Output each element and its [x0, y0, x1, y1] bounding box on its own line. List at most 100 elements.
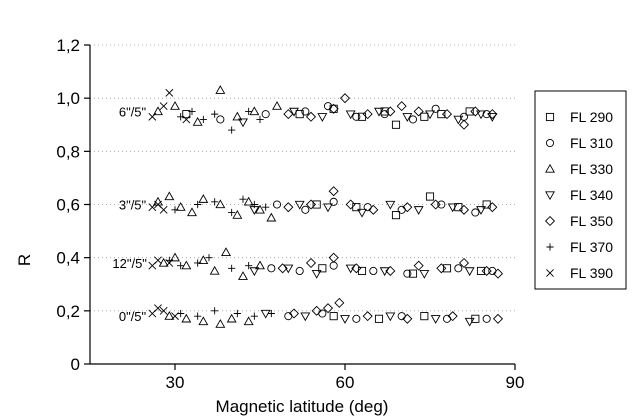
- data-point: [266, 212, 277, 222]
- band-label: 0"/5": [119, 309, 147, 324]
- data-point: [249, 267, 260, 277]
- data-point: [413, 206, 424, 215]
- data-point: [159, 102, 168, 111]
- data-point: [369, 266, 378, 276]
- data-point: [482, 314, 491, 323]
- y-tick-label: 0,4: [56, 249, 80, 268]
- data-point: [487, 202, 498, 213]
- legend-marker-circle: [545, 138, 555, 148]
- data-point: [211, 198, 219, 206]
- legend-marker-triangle-up: [545, 163, 555, 173]
- x-tick-label: 60: [336, 373, 355, 392]
- y-axis-label: R: [15, 254, 34, 266]
- data-point: [232, 210, 243, 219]
- data-point: [334, 297, 345, 308]
- data-point: [492, 268, 504, 279]
- data-point: [245, 262, 253, 270]
- data-point: [272, 101, 282, 110]
- data-point: [215, 319, 226, 328]
- data-point: [351, 263, 362, 274]
- data-point: [368, 204, 379, 215]
- data-point: [374, 314, 384, 323]
- data-point: [295, 110, 304, 119]
- x-axis-label: Magnetic latitude (deg): [216, 397, 389, 416]
- data-point: [357, 266, 367, 276]
- data-point: [397, 312, 406, 321]
- data-point: [408, 269, 418, 278]
- legend-marker-diamond: [544, 215, 556, 227]
- data-point: [154, 304, 162, 313]
- data-point: [391, 211, 401, 220]
- data-point: [447, 311, 458, 322]
- band-label: 6"/5": [119, 104, 147, 119]
- data-point: [442, 314, 452, 323]
- data-point: [465, 107, 474, 116]
- data-point: [164, 311, 175, 320]
- data-point: [245, 107, 253, 116]
- data-point: [261, 110, 270, 119]
- data-point: [413, 260, 424, 271]
- data-point: [431, 104, 440, 113]
- data-point: [317, 113, 328, 122]
- data-point: [228, 126, 236, 134]
- data-point: [441, 109, 453, 120]
- data-point: [340, 315, 350, 324]
- data-point: [243, 196, 254, 206]
- data-point: [232, 111, 243, 121]
- data-point: [454, 264, 463, 273]
- data-point: [221, 247, 231, 257]
- data-point: [345, 199, 356, 210]
- data-point: [233, 309, 241, 318]
- data-point: [352, 112, 361, 121]
- data-point: [188, 107, 196, 116]
- data-point: [328, 186, 339, 197]
- data-point: [458, 119, 470, 130]
- data-point: [175, 202, 186, 211]
- data-point: [159, 306, 168, 315]
- data-point: [430, 199, 441, 210]
- data-point: [311, 305, 322, 316]
- data-point: [249, 106, 260, 116]
- grid-lines: [90, 44, 515, 312]
- data-point: [198, 255, 209, 264]
- data-point: [430, 315, 441, 324]
- data-point: [250, 312, 258, 320]
- data-point: [442, 264, 452, 273]
- data-point: [470, 106, 481, 117]
- data-point: [482, 110, 491, 119]
- data-point: [425, 192, 435, 201]
- data-point: [385, 200, 396, 210]
- data-point: [329, 261, 338, 270]
- data-point: [148, 112, 157, 121]
- data-point: [255, 204, 265, 214]
- data-point: [464, 267, 475, 277]
- band-label: 3"/5": [119, 198, 147, 213]
- data-point: [397, 205, 406, 214]
- data-point: [238, 271, 248, 280]
- data-point: [458, 204, 470, 215]
- data-point: [170, 101, 180, 110]
- y-tick-label: 0,8: [56, 142, 80, 161]
- data-point: [391, 120, 401, 129]
- data-point: [255, 260, 265, 270]
- data-point: [403, 269, 412, 278]
- data-point: [267, 264, 276, 273]
- data-point: [284, 312, 293, 321]
- data-point: [447, 203, 458, 213]
- data-point: [487, 113, 498, 122]
- data-point: [437, 110, 446, 119]
- y-tick-label: 0,6: [56, 196, 80, 215]
- data-point: [385, 312, 396, 322]
- data-point: [492, 313, 504, 324]
- data-point: [420, 112, 429, 121]
- data-point: [328, 103, 339, 114]
- data-point: [408, 115, 418, 124]
- data-point: [312, 200, 321, 209]
- data-point: [187, 207, 197, 217]
- data-point: [148, 203, 157, 212]
- data-point: [476, 266, 486, 276]
- legend-label: FL 390: [570, 265, 613, 281]
- x-tick-label: 30: [166, 373, 185, 392]
- data-point: [362, 311, 373, 322]
